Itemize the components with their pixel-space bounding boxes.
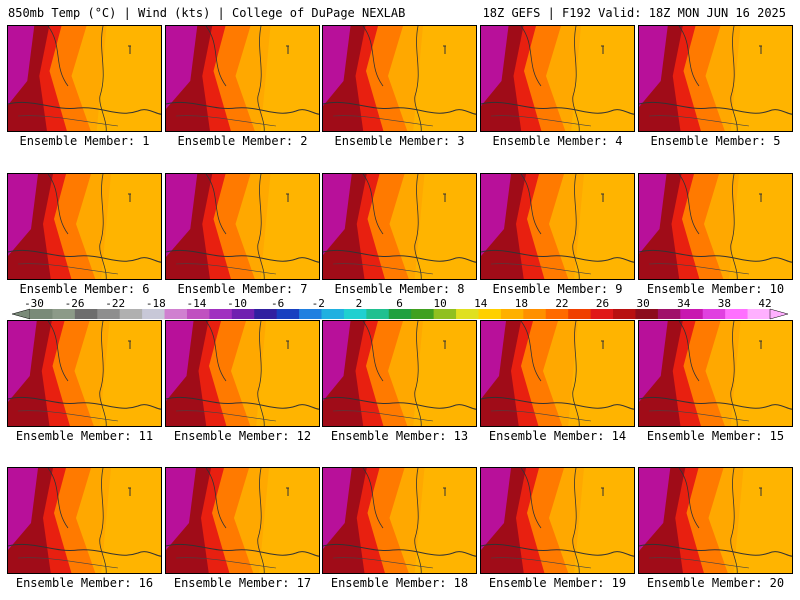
ensemble-member-map xyxy=(638,173,793,280)
ensemble-member-map xyxy=(638,25,793,132)
ensemble-member-label: Ensemble Member: 7 xyxy=(177,282,308,296)
colorbar-segment xyxy=(388,309,412,319)
ensemble-member-label: Ensemble Member: 13 xyxy=(330,429,469,443)
colorbar-tick-label: -2 xyxy=(311,297,325,310)
ensemble-member-label: Ensemble Member: 12 xyxy=(173,429,312,443)
colorbar-segment xyxy=(164,309,188,319)
ensemble-member-map xyxy=(165,320,320,427)
ensemble-member-label: Ensemble Member: 14 xyxy=(488,429,627,443)
ensemble-member-label: Ensemble Member: 2 xyxy=(177,134,308,148)
ensemble-member-label: Ensemble Member: 15 xyxy=(646,429,785,443)
map-title: 850mb Temp (°C) | Wind (kts) | College o… xyxy=(8,6,406,20)
ensemble-member-label: Ensemble Member: 19 xyxy=(488,576,627,590)
ensemble-member-map xyxy=(322,467,477,574)
ensemble-member-label: Ensemble Member: 20 xyxy=(646,576,785,590)
colorbar-tick-label: -30 xyxy=(24,297,44,310)
colorbar-segment xyxy=(30,309,53,319)
colorbar-segment xyxy=(747,309,771,319)
colorbar-segment xyxy=(635,309,659,319)
ensemble-member-map xyxy=(7,173,162,280)
ensemble-member-label: Ensemble Member: 3 xyxy=(334,134,465,148)
ensemble-member-map xyxy=(480,25,635,132)
colorbar-tick-label: -18 xyxy=(145,297,166,310)
ensemble-member-map xyxy=(480,320,635,427)
ensemble-member-label: Ensemble Member: 11 xyxy=(15,429,154,443)
ensemble-member-map xyxy=(7,467,162,574)
colorbar-segment xyxy=(97,309,121,319)
ensemble-member-map xyxy=(7,320,162,427)
colorbar-segment xyxy=(613,309,636,319)
colorbar-tick-label: 38 xyxy=(717,297,731,310)
ensemble-member-map xyxy=(638,320,793,427)
colorbar-tick-label: 14 xyxy=(474,297,488,310)
ensemble-member-label: Ensemble Member: 18 xyxy=(330,576,469,590)
ensemble-member-map xyxy=(165,467,320,574)
colorbar-segment xyxy=(119,309,143,319)
colorbar-tick-label: 6 xyxy=(396,297,403,310)
colorbar-segment xyxy=(276,309,300,319)
ensemble-member-map xyxy=(480,467,635,574)
ensemble-member-map xyxy=(165,173,320,280)
colorbar-segment xyxy=(545,309,569,319)
colorbar-tick-label: 2 xyxy=(355,297,363,310)
colorbar-segment xyxy=(411,309,435,319)
ensemble-member-label: Ensemble Member: 1 xyxy=(19,134,150,148)
run-valid-time: 18Z GEFS | F192 Valid: 18Z MON JUN 16 20… xyxy=(482,6,786,20)
colorbar-segment xyxy=(74,309,98,319)
ensemble-member-label: Ensemble Member: 6 xyxy=(19,282,150,296)
colorbar-segment xyxy=(657,309,681,319)
colorbar-segment xyxy=(231,309,255,319)
colorbar-tick-label: -6 xyxy=(271,297,285,310)
ensemble-member-map xyxy=(322,320,477,427)
ensemble-member-map xyxy=(165,25,320,132)
ensemble-member-label: Ensemble Member: 10 xyxy=(646,282,785,296)
colorbar-tick-label: 22 xyxy=(555,297,569,310)
ensemble-member-map xyxy=(7,25,162,132)
colorbar-tick-label: -22 xyxy=(105,297,126,310)
colorbar-segment xyxy=(478,309,502,319)
colorbar-segment xyxy=(366,309,390,319)
colorbar-tick-label: 26 xyxy=(595,297,610,310)
ensemble-member-map xyxy=(322,173,477,280)
colorbar-segment xyxy=(568,309,592,319)
ensemble-member-label: Ensemble Member: 4 xyxy=(492,134,623,148)
colorbar-tick-label: -14 xyxy=(186,297,207,310)
colorbar-segment xyxy=(321,309,345,319)
colorbar-tick-label: -26 xyxy=(64,297,85,310)
colorbar-segment xyxy=(209,309,233,319)
colorbar-segment xyxy=(142,309,166,319)
colorbar-segment xyxy=(725,309,749,319)
ensemble-member-label: Ensemble Member: 5 xyxy=(650,134,781,148)
colorbar-tick-label: 42 xyxy=(758,297,772,310)
ensemble-member-label: Ensemble Member: 16 xyxy=(15,576,154,590)
ensemble-member-map xyxy=(638,467,793,574)
colorbar-tick-label: -10 xyxy=(227,297,247,310)
ensemble-member-label: Ensemble Member: 9 xyxy=(492,282,623,296)
colorbar-segment xyxy=(299,309,323,319)
colorbar-tick-label: 34 xyxy=(677,297,691,310)
colorbar-segment xyxy=(523,309,547,319)
ensemble-member-map xyxy=(322,25,477,132)
temperature-colorbar xyxy=(12,308,788,320)
colorbar-segment xyxy=(52,309,76,319)
colorbar-segment xyxy=(456,309,479,319)
ensemble-member-map xyxy=(480,173,635,280)
colorbar-segment xyxy=(186,309,210,319)
ensemble-member-label: Ensemble Member: 17 xyxy=(173,576,312,590)
colorbar-segment xyxy=(590,309,614,319)
colorbar-segment xyxy=(702,309,726,319)
colorbar-segment xyxy=(343,309,367,319)
ensemble-member-label: Ensemble Member: 8 xyxy=(334,282,465,296)
colorbar-segment xyxy=(500,309,524,319)
colorbar-segment xyxy=(254,309,278,319)
colorbar-left-arrow xyxy=(12,308,31,320)
colorbar-tick-label: 10 xyxy=(433,297,447,310)
colorbar-segment xyxy=(680,309,704,319)
colorbar-tick-label: 30 xyxy=(636,297,650,310)
colorbar-tick-label: 18 xyxy=(514,297,528,310)
colorbar-segment xyxy=(433,309,457,319)
colorbar-right-arrow xyxy=(769,308,788,320)
